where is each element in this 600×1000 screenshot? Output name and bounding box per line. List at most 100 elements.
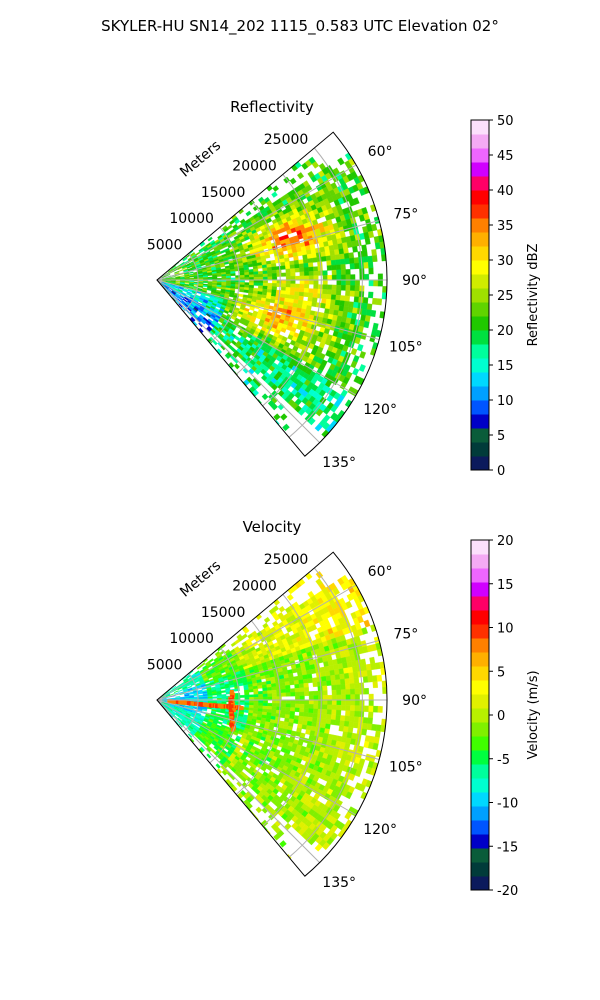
radar-gate xyxy=(336,689,342,696)
radar-gate xyxy=(330,254,336,261)
colorbar-swatch xyxy=(471,330,489,345)
radar-gate xyxy=(285,279,291,284)
radar-gate xyxy=(322,699,328,705)
colorbar-swatch xyxy=(471,638,489,653)
radar-gate xyxy=(217,773,224,780)
colorbar-tick-label: 45 xyxy=(497,149,514,164)
radar-gate xyxy=(331,704,337,711)
radar-gate xyxy=(298,679,304,685)
radar-gate xyxy=(370,309,377,318)
radar-gate xyxy=(233,363,240,370)
radar-gate xyxy=(212,276,218,279)
radar-gate xyxy=(262,285,268,290)
radar-gate xyxy=(289,711,296,716)
radar-gate xyxy=(165,274,171,277)
radar-gate xyxy=(243,289,249,294)
radar-gate xyxy=(349,716,355,723)
radar-gate xyxy=(349,683,355,690)
radar-gate xyxy=(371,249,377,257)
radar-gate xyxy=(303,687,310,692)
azimuth-spoke xyxy=(156,699,380,761)
colorbar-swatch xyxy=(471,694,489,709)
range-ring xyxy=(262,594,322,827)
radar-gate xyxy=(304,275,310,281)
radar-gate xyxy=(331,284,337,291)
radar-gate xyxy=(320,722,327,729)
radar-gate xyxy=(312,677,318,683)
colorbar-swatch xyxy=(471,162,489,177)
radar-gate xyxy=(321,293,328,300)
colorbar-tick-label: 10 xyxy=(497,622,514,637)
radar-gate xyxy=(335,684,342,691)
range-tick-label: 10000 xyxy=(169,631,214,647)
radar-gate xyxy=(345,710,351,717)
radar-gate xyxy=(345,699,351,706)
radar-gate xyxy=(295,275,301,281)
radar-gate xyxy=(212,339,218,346)
radar-gate xyxy=(312,297,318,303)
radar-gate xyxy=(276,699,282,704)
radar-gate xyxy=(368,693,374,701)
radar-gate xyxy=(270,403,278,411)
radar-gate xyxy=(297,675,304,681)
radar-gate xyxy=(285,710,291,716)
colorbar-swatch xyxy=(471,708,489,723)
radar-gate xyxy=(299,699,305,705)
radar-gate xyxy=(258,282,264,287)
radar-gate xyxy=(203,281,209,284)
radar-gate xyxy=(285,283,291,288)
radar-gate xyxy=(308,271,314,276)
radar-gate xyxy=(253,702,259,706)
radar-gate xyxy=(367,675,373,683)
radar-gate xyxy=(230,727,235,732)
radar-gate xyxy=(335,714,341,721)
radar-gate xyxy=(320,251,327,258)
radar-gate xyxy=(325,255,332,262)
radar-gate xyxy=(289,177,297,185)
radar-gate xyxy=(358,364,366,373)
radar-gate xyxy=(267,702,273,707)
radar-gate xyxy=(314,423,323,432)
radar-gate xyxy=(317,270,324,276)
radar-gate xyxy=(293,719,299,725)
radar-gate xyxy=(349,677,355,684)
radar-gate xyxy=(363,705,370,712)
radar-gate xyxy=(208,658,214,663)
range-tick-label: 20000 xyxy=(232,158,277,174)
radar-gate xyxy=(280,689,287,694)
radar-gate xyxy=(345,689,351,695)
radar-gate xyxy=(271,266,277,271)
radar-gate xyxy=(303,708,310,713)
radar-gate xyxy=(262,687,268,692)
radar-gate xyxy=(271,269,277,274)
colorbar: 0 5 10 15 20 25 30 35 40 45 50 Reflectivity dBZ xyxy=(470,114,541,479)
radar-gate xyxy=(285,703,291,708)
radar-gate xyxy=(285,264,291,270)
colorbar-swatch xyxy=(471,722,489,737)
radar-gate xyxy=(304,283,310,289)
colorbar-swatch xyxy=(471,414,489,429)
radar-gate xyxy=(294,291,300,297)
radar-gate xyxy=(368,279,374,287)
radar-gate xyxy=(308,704,314,709)
radar-gate xyxy=(271,686,277,691)
radar-gate xyxy=(368,291,374,299)
colorbar-tick-label: 5 xyxy=(497,429,505,444)
radar-gate xyxy=(285,707,291,712)
radar-gate xyxy=(340,715,346,722)
radar-gate xyxy=(353,716,360,723)
radar-gate xyxy=(362,676,369,683)
radar-gate xyxy=(276,703,282,708)
radar-gate xyxy=(336,284,342,291)
radar-gate xyxy=(331,684,337,691)
radar-gate xyxy=(345,274,351,281)
colorbar-tick-label: 10 xyxy=(497,394,514,409)
radar-gate xyxy=(308,691,314,696)
radar-gate xyxy=(269,299,276,304)
radar-gate xyxy=(336,699,342,706)
radar-gate xyxy=(353,671,359,679)
radar-gate xyxy=(354,262,360,270)
colorbar-tick-label: -20 xyxy=(497,884,518,899)
colorbar-swatch xyxy=(471,876,489,891)
azimuth-tick-label: 120° xyxy=(363,402,397,418)
